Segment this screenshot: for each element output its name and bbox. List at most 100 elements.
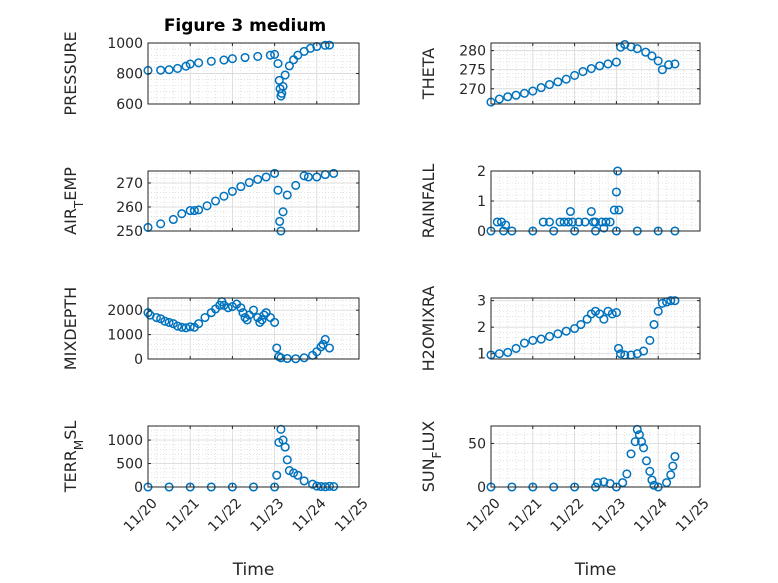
- data-point: [601, 217, 611, 227]
- data-point: [210, 196, 221, 206]
- y-tick-label: 1: [477, 347, 486, 363]
- y-tick-label: 2000: [107, 303, 143, 319]
- data-point: [227, 186, 237, 196]
- data-point: [289, 55, 299, 65]
- data-point: [273, 59, 283, 69]
- y-axis-label: MIXDEPTH: [61, 287, 80, 370]
- data-point: [586, 206, 596, 217]
- subplot-air_temp: 250 260 270 AIRTEMP: [61, 167, 360, 240]
- data-point: [570, 70, 580, 80]
- y-tick-label: 0: [477, 224, 486, 240]
- data-point: [639, 346, 649, 356]
- y-axis-label: THETA: [419, 48, 438, 100]
- x-axis-label: Time: [574, 560, 617, 580]
- data-point: [194, 58, 204, 68]
- data-point: [647, 475, 657, 485]
- y-tick-label: 0: [134, 480, 143, 496]
- data-point: [636, 437, 647, 447]
- data-point: [578, 67, 588, 77]
- data-point: [291, 180, 301, 190]
- data-point: [528, 86, 538, 96]
- data-point: [185, 59, 195, 69]
- data-point: [185, 322, 195, 332]
- data-point: [580, 217, 590, 227]
- data-point: [164, 65, 174, 75]
- data-point: [649, 319, 659, 330]
- data-point: [626, 449, 636, 459]
- data-point: [590, 217, 601, 227]
- data-point: [275, 216, 285, 226]
- data-point: [553, 329, 563, 339]
- y-tick-label: 3: [477, 294, 486, 310]
- data-point: [653, 306, 663, 316]
- data-point: [553, 77, 563, 87]
- x-tick-label: 11/23: [248, 495, 288, 535]
- data-point: [666, 470, 676, 480]
- y-axis-label: AIRTEMP: [61, 167, 86, 235]
- y-tick-label: 270: [459, 82, 486, 98]
- data-point: [670, 451, 680, 462]
- data-point: [299, 171, 309, 181]
- axes-box: [147, 297, 360, 360]
- data-point: [494, 94, 504, 104]
- data-point: [276, 353, 286, 363]
- data-point: [189, 206, 199, 216]
- x-tick-label: 11/25: [332, 495, 372, 535]
- data-point: [555, 217, 565, 227]
- x-tick-label: 11/24: [631, 495, 671, 535]
- data-point: [563, 217, 573, 227]
- data-point: [603, 59, 613, 69]
- data-point: [616, 349, 626, 359]
- y-tick-label: 600: [116, 97, 143, 113]
- data-point: [282, 190, 292, 200]
- data-point: [503, 347, 513, 357]
- data-point: [278, 81, 288, 92]
- x-tick-label: 11/25: [673, 495, 713, 535]
- data-point: [611, 308, 621, 318]
- data-point: [536, 83, 546, 93]
- data-point: [282, 455, 292, 465]
- data-point: [561, 74, 571, 84]
- y-tick-label: 250: [116, 224, 143, 240]
- data-point: [511, 343, 521, 353]
- data-point: [253, 51, 263, 61]
- data-point: [265, 50, 275, 60]
- x-tick-label: 11/22: [548, 495, 588, 535]
- y-tick-label: 270: [116, 176, 143, 192]
- data-point: [576, 319, 586, 330]
- data-point: [236, 182, 246, 192]
- subplot-terr_msl: 0 500 1000 TERRMSL 11/20 11/21 11/22 11/23 11/24…: [61, 421, 372, 580]
- x-axis-label: Time: [232, 560, 275, 580]
- data-point: [320, 40, 330, 50]
- data-point: [641, 456, 652, 466]
- data-point: [565, 206, 575, 217]
- data-point: [278, 207, 288, 217]
- data-point: [544, 217, 555, 227]
- data-point: [670, 59, 680, 69]
- data-point: [227, 54, 237, 64]
- y-axis-label: SUNFLUX: [419, 421, 444, 493]
- axes-box: [147, 170, 360, 232]
- data-point: [242, 315, 252, 325]
- data-point: [320, 334, 330, 345]
- data-point: [299, 476, 309, 486]
- data-point: [270, 317, 280, 327]
- data-point: [519, 88, 529, 98]
- data-point: [561, 326, 571, 336]
- data-point: [219, 55, 229, 65]
- data-point: [244, 177, 254, 188]
- data-point: [324, 343, 335, 353]
- data-point: [206, 56, 216, 66]
- data-point: [312, 481, 322, 491]
- y-axis-label: PRESSURE: [61, 31, 80, 115]
- data-point: [324, 481, 335, 491]
- data-point: [618, 478, 628, 488]
- data-point: [607, 309, 617, 319]
- data-point: [261, 172, 271, 182]
- data-point: [200, 312, 210, 323]
- data-point: [567, 217, 578, 227]
- subplot-pressure: 600 800 1000 PRESSURE: [61, 31, 360, 116]
- data-point: [597, 217, 607, 227]
- data-point: [272, 343, 282, 353]
